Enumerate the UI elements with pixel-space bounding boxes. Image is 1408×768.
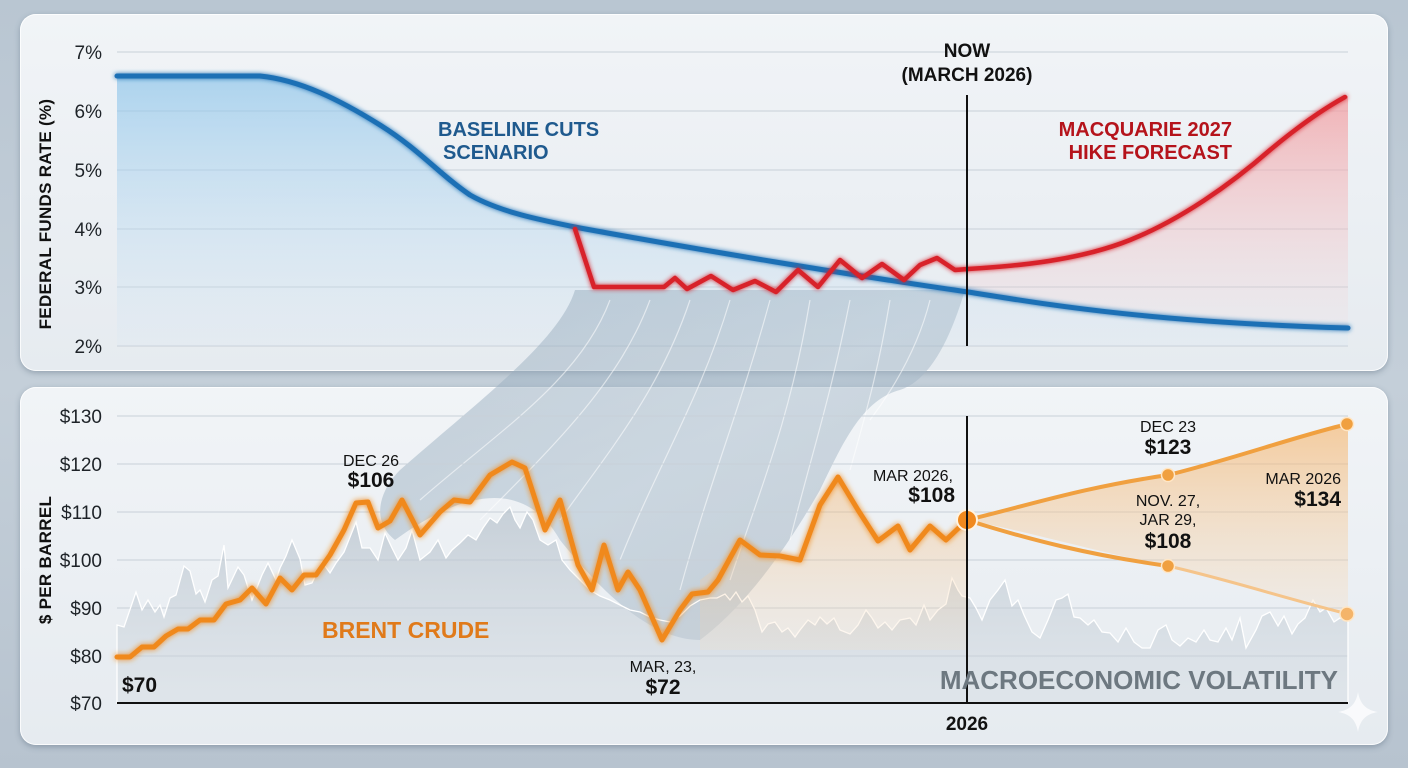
annotation-end-date: MAR 2026 [1265,471,1341,488]
ytick-120: $120 [60,455,102,476]
annotation-dec26-value: $106 [348,469,395,492]
ytick-4: 4% [75,220,103,241]
macquarie-label-line2: HIKE FORECAST [1069,142,1232,164]
brent-area-fill [700,477,967,650]
end-low-marker [1339,606,1355,622]
brent-crude-line [114,459,970,660]
bottom-y-ticks: $130 $120 $110 $100 $90 $80 $70 [60,407,102,715]
hike-area-fill [968,96,1348,330]
annotation-mar2026-date: MAR 2026, [873,468,953,485]
now-date-label: (MARCH 2026) [902,65,1033,86]
dec23-marker [1160,467,1176,483]
annotation-dec23-value: $123 [1145,436,1192,459]
ytick-2: 2% [75,337,103,358]
forecast-low-line-faded [1166,564,1350,616]
forecast-low-line [965,518,1170,568]
baseline-label-line2: SCENARIO [443,142,549,164]
annotation-nov27-date2: JAR 29, [1140,512,1197,529]
baseline-cuts-line [114,73,1351,331]
ytick-90: $90 [70,599,102,620]
annotation-dec26-date: DEC 26 [343,453,399,470]
ytick-130: $130 [60,407,102,428]
ytick-80: $80 [70,647,102,668]
nov27-marker [1160,558,1176,574]
brent-crude-label: BRENT CRUDE [322,617,489,643]
ytick-110: $110 [61,503,102,524]
sparkle-icon [1338,692,1378,732]
baseline-label-line1: BASELINE CUTS [438,119,599,141]
annotation-nov27-date1: NOV. 27, [1136,493,1200,510]
annotation-mar2026-value: $108 [908,484,955,507]
forecast-cone-fill [967,424,1348,614]
ytick-100: $100 [60,551,102,572]
annotation-nov27-value: $108 [1145,530,1192,553]
x-tick-2026: 2026 [946,714,988,735]
annotation-mar23-date: MAR, 23, [630,659,697,676]
now-label: NOW [944,41,991,62]
macquarie-label-line1: MACQUARIE 2027 [1059,119,1232,141]
annotation-end-value: $134 [1294,488,1341,511]
top-y-axis-label: FEDERAL FUNDS RATE (%) [36,99,55,330]
top-y-ticks: 7% 6% 5% 4% 3% 2% [75,43,103,358]
ytick-6: 6% [75,102,103,123]
swirl-connector [380,290,965,640]
annotation-dec23-date: DEC 23 [1140,419,1196,436]
baseline-area-fill [117,76,1348,346]
bottom-y-axis-label: $ PER BARREL [36,496,55,624]
annotation-start-value: $70 [122,674,157,697]
macquarie-hike-line [572,94,1348,295]
end-high-marker [1339,416,1355,432]
ytick-7: 7% [75,43,103,64]
volatility-label: MACROECONOMIC VOLATILITY [940,665,1338,695]
annotation-mar23-value: $72 [645,676,680,699]
ytick-70: $70 [70,694,102,715]
ytick-3: 3% [75,278,103,299]
ytick-5: 5% [75,161,103,182]
